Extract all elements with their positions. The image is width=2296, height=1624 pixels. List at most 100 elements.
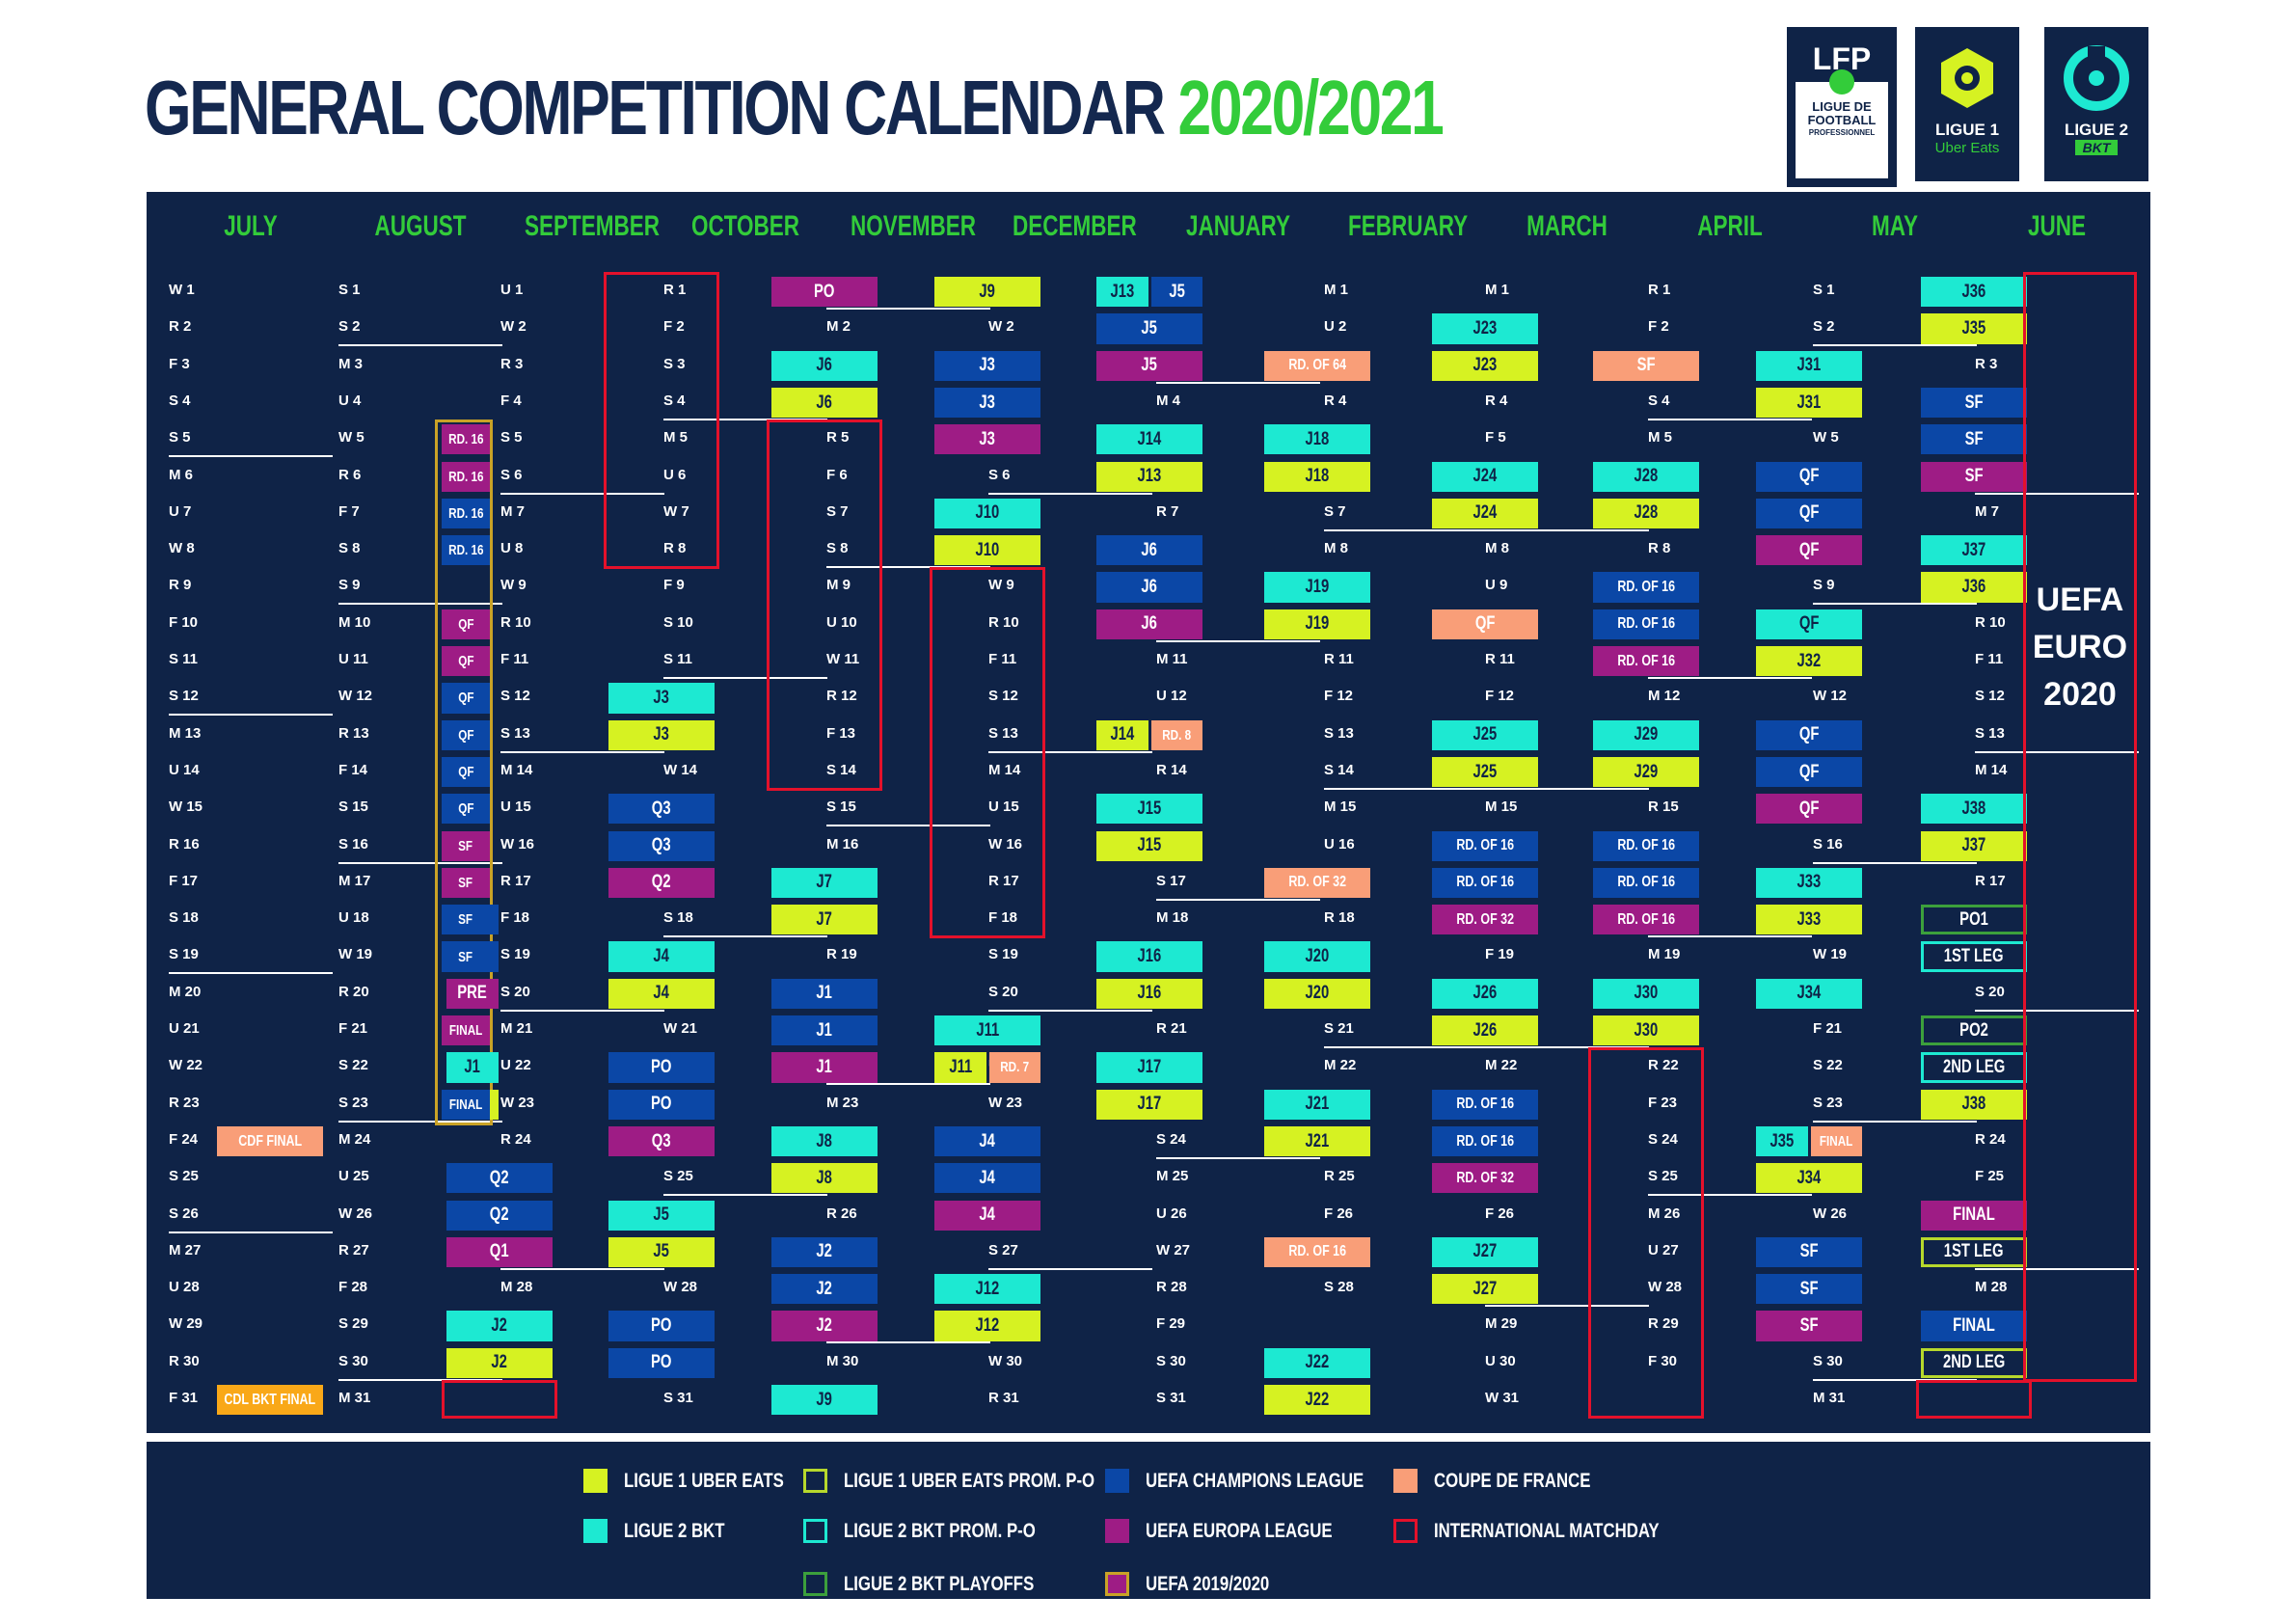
event-l2[interactable]: J2 [446,1311,553,1341]
event-uel[interactable]: Q3 [608,1125,715,1157]
event-uel[interactable]: RD. OF 32 [1432,905,1538,935]
event-cdf[interactable]: CDF FINAL [217,1125,323,1157]
event-cdf[interactable]: RD. OF 16 [1264,1236,1370,1268]
event-l1[interactable]: J12 [934,1311,1040,1341]
event-ucl[interactable]: RD. OF 16 [1593,830,1699,861]
event-ucl[interactable]: J1 [771,1015,878,1046]
event-l2[interactable]: J16 [1096,941,1202,972]
event-cdf[interactable]: SF [1593,350,1699,381]
event-ucl[interactable]: PO [608,1347,715,1378]
event-l2[interactable]: J30 [1593,978,1699,1009]
event-l1[interactable]: J35 [1921,313,2027,344]
event-uel[interactable]: Q2 [608,867,715,899]
event-ucl[interactable]: RD. 16 [442,535,490,566]
event-l2[interactable]: J38 [1921,794,2027,825]
event-l2[interactable]: J35 [1756,1125,1808,1157]
event-ucl[interactable]: RD. OF 16 [1432,830,1538,861]
event-ucl[interactable]: QF [442,719,490,750]
event-l1[interactable]: J21 [1264,1125,1370,1157]
event-l2[interactable]: J12 [934,1274,1040,1305]
event-ucl[interactable]: RD. OF 16 [1593,867,1699,899]
event-l2prom[interactable]: 2ND LEG [1921,1052,2027,1083]
event-l2[interactable]: J26 [1432,978,1538,1009]
event-ucl[interactable]: QF [1756,461,1862,492]
event-uel[interactable]: SF [442,830,490,861]
event-l1[interactable]: J22 [1264,1385,1370,1416]
event-ucl[interactable]: RD. OF 16 [1432,1089,1538,1120]
event-uel[interactable]: QF [442,609,490,639]
event-l2[interactable]: J1 [446,1052,499,1083]
event-l1[interactable]: J31 [1756,387,1862,419]
event-uel[interactable]: QF [1756,794,1862,825]
event-ucl[interactable]: J6 [1096,572,1202,603]
event-uel[interactable]: FINAL [1921,1200,2027,1231]
event-l2po[interactable]: PO1 [1921,905,2027,935]
event-uel[interactable]: J5 [1096,350,1202,381]
event-l1[interactable]: J18 [1264,461,1370,492]
event-ucl[interactable]: Q3 [608,830,715,861]
event-l1prom[interactable]: 1ST LEG [1921,1236,2027,1268]
event-l2[interactable]: J19 [1264,572,1370,603]
event-l1[interactable]: J36 [1921,572,2027,603]
event-ucl[interactable]: RD. OF 16 [1593,572,1699,603]
event-ucl[interactable]: QF [442,794,490,825]
event-l2[interactable]: J29 [1593,719,1699,750]
event-l2[interactable]: J18 [1264,424,1370,455]
event-l2[interactable]: J34 [1756,978,1862,1009]
event-l2[interactable]: J8 [771,1125,878,1157]
event-l1[interactable]: J25 [1432,756,1538,788]
event-ucl[interactable]: J3 [934,387,1040,419]
event-l1[interactable]: J26 [1432,1015,1538,1046]
event-ucl[interactable]: PO [608,1089,715,1120]
event-l2[interactable]: J3 [608,683,715,714]
event-uel[interactable]: SF [1921,461,2027,492]
event-ucl[interactable]: J3 [934,350,1040,381]
event-l2[interactable]: J9 [771,1385,878,1416]
event-l1[interactable]: J10 [934,535,1040,566]
event-l2[interactable]: J33 [1756,867,1862,899]
event-l1[interactable]: J7 [771,905,878,935]
event-l2[interactable]: J27 [1432,1236,1538,1268]
event-l1[interactable]: J19 [1264,609,1370,639]
event-ucl[interactable]: Q2 [446,1163,553,1194]
event-l1[interactable]: J34 [1756,1163,1862,1194]
event-l1[interactable]: J37 [1921,830,2027,861]
event-l2[interactable]: J28 [1593,461,1699,492]
event-l1prom[interactable]: 2ND LEG [1921,1347,2027,1378]
event-uel[interactable]: SF [1756,1311,1862,1341]
event-l1[interactable]: J38 [1921,1089,2027,1120]
event-l2[interactable]: QF [1756,609,1862,639]
event-ucl[interactable]: FINAL [1921,1311,2027,1341]
event-uel[interactable]: J1 [771,1052,878,1083]
event-l1[interactable]: J5 [608,1236,715,1268]
event-ucl[interactable]: SF [442,941,490,972]
event-l2[interactable]: J25 [1432,719,1538,750]
event-l1[interactable]: J15 [1096,830,1202,861]
event-l2[interactable]: J36 [1921,277,2027,308]
event-ucl[interactable]: QF [1756,498,1862,529]
event-ucl[interactable]: SF [442,905,490,935]
event-ucl[interactable]: PO [608,1052,715,1083]
event-uel[interactable]: SF [442,867,490,899]
event-l1[interactable]: J33 [1756,905,1862,935]
event-l2[interactable]: J23 [1432,313,1538,344]
event-uel[interactable]: RD. OF 16 [1593,905,1699,935]
event-ucl[interactable]: J5 [1096,313,1202,344]
event-ucl[interactable]: QF [442,756,490,788]
event-l1[interactable]: J30 [1593,1015,1699,1046]
event-ucl[interactable]: Q2 [446,1200,553,1231]
event-ucl[interactable]: J4 [934,1125,1040,1157]
event-ucl[interactable]: PO [608,1311,715,1341]
event-ucl[interactable]: QF [442,683,490,714]
event-ucl[interactable]: SF [1756,1236,1862,1268]
event-l1[interactable]: J23 [1432,350,1538,381]
event-uel[interactable]: Q1 [446,1236,553,1268]
event-uel[interactable]: PO [771,277,878,308]
event-cdf[interactable]: RD. 7 [989,1052,1040,1083]
event-l1[interactable]: J28 [1593,498,1699,529]
event-l2[interactable]: J5 [608,1200,715,1231]
event-cdf[interactable]: QF [1432,609,1538,639]
event-l2[interactable]: J14 [1096,424,1202,455]
event-l2[interactable]: J37 [1921,535,2027,566]
event-uel[interactable]: FINAL [442,1015,490,1046]
